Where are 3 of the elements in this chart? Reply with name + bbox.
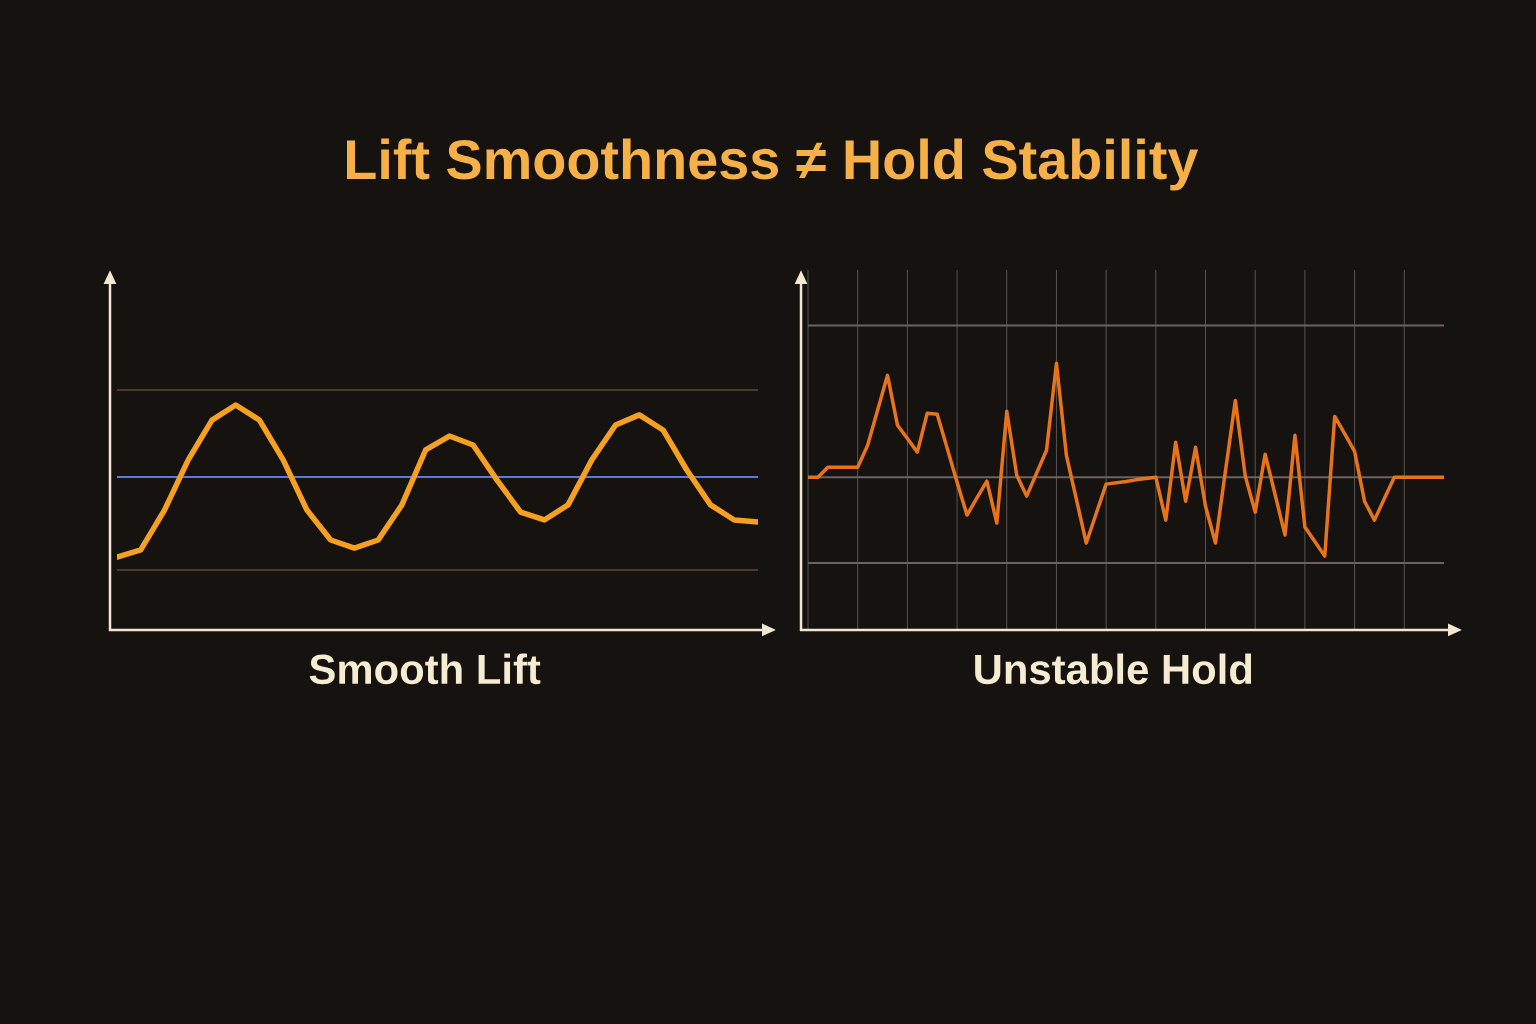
chart-title: Lift Smoothness ≠ Hold Stability	[347, 138, 1199, 191]
x-axis-title: Unstable Hold	[975, 653, 1252, 685]
x-axis-title: Smooth Lift	[309, 653, 541, 685]
